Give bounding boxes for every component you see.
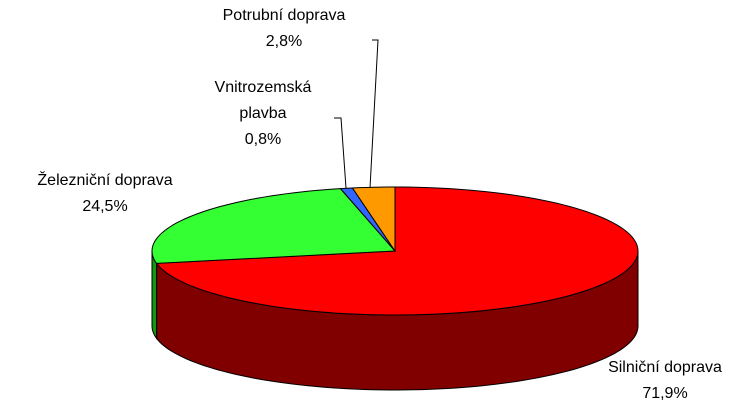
pie-slice-side [151, 250, 158, 341]
pie-slice [151, 188, 397, 264]
slice-label: Potrubní doprava 2,8% [223, 3, 346, 55]
slice-value: 2,8% [265, 33, 303, 50]
leader-line [369, 39, 379, 189]
slice-label: Železniční doprava 24,5% [37, 168, 172, 220]
slice-value: 0,8% [244, 131, 282, 148]
slice-name: Železniční doprava [37, 172, 173, 189]
leader-line [334, 117, 347, 189]
slice-name: Vnitrozemská plavba [214, 79, 312, 122]
slice-label: Vnitrozemská plavba 0,8% [208, 75, 318, 153]
slice-value: 71,9% [642, 385, 688, 402]
slice-name: Potrubní doprava [222, 7, 346, 24]
slice-label: Silniční doprava 71,9% [608, 355, 722, 407]
slice-value: 24,5% [82, 198, 128, 215]
slice-name: Silniční doprava [608, 359, 722, 376]
pie-tops [151, 186, 639, 316]
pie-slice [155, 186, 639, 316]
pie-slice [351, 186, 396, 253]
